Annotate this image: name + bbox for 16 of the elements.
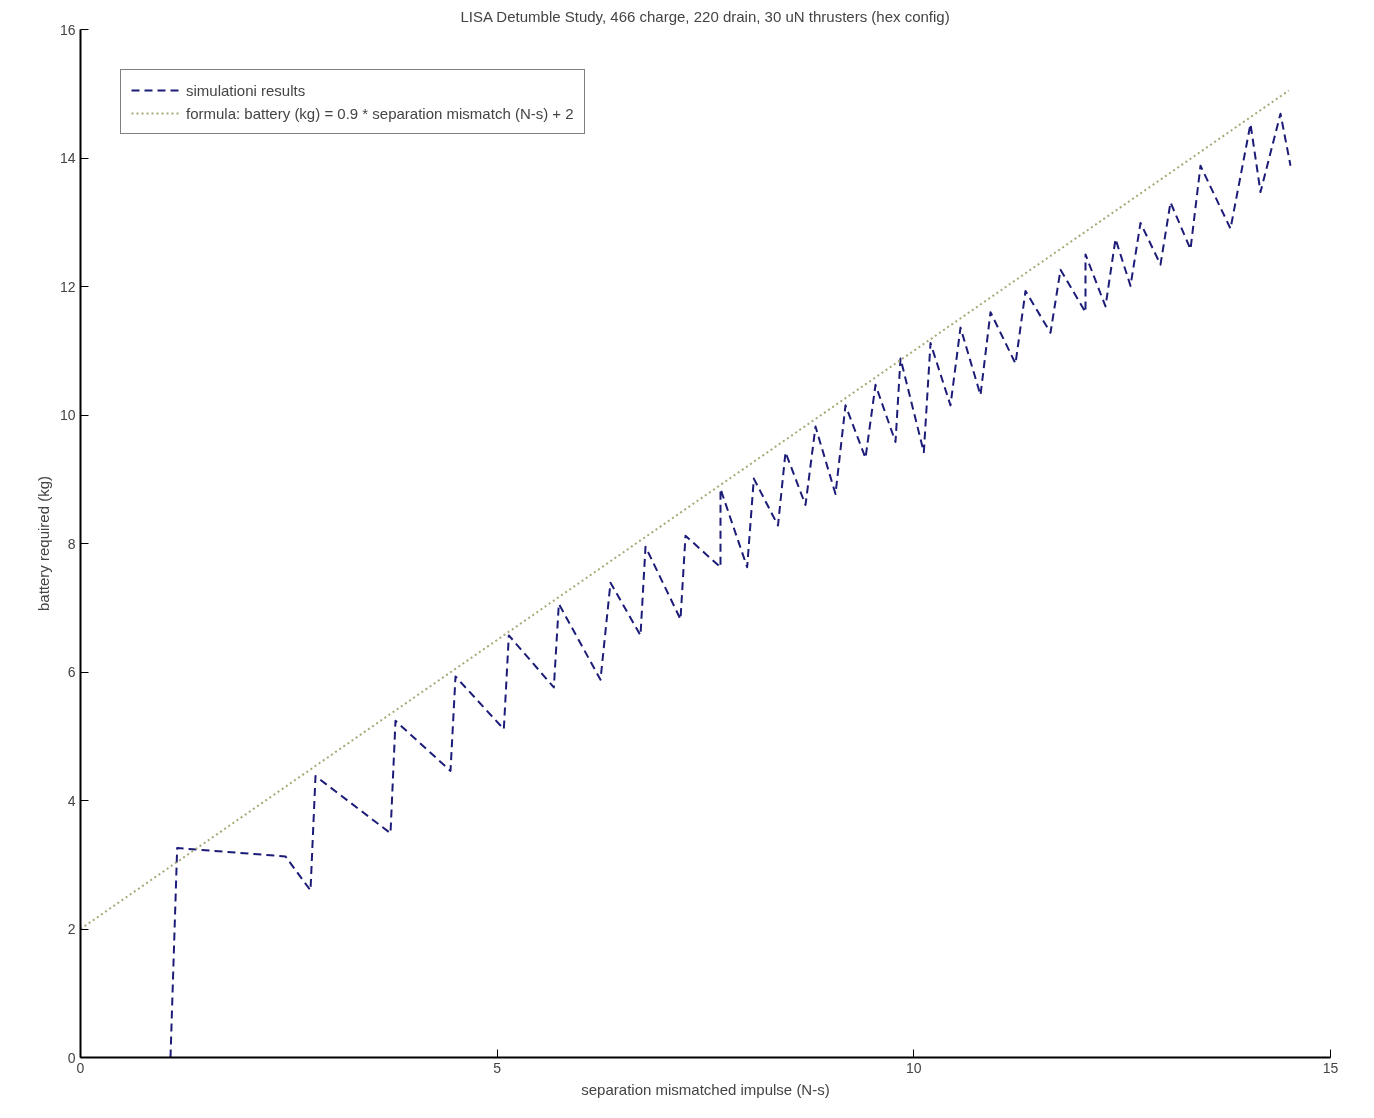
y-tick-label: 10: [59, 407, 76, 423]
y-tick-label: 16: [59, 21, 76, 38]
x-axis-title: separation mismatched impulse (N-s): [581, 1080, 830, 1098]
y-tick-label: 6: [67, 664, 76, 680]
y-tick-label: 4: [67, 792, 76, 809]
y-axis-title: battery required (kg): [34, 475, 52, 612]
legend-label: simulationi results: [186, 81, 306, 99]
x-tick-label: 10: [906, 1059, 922, 1076]
y-tick-label: 8: [67, 535, 76, 552]
y-tick-label: 2: [67, 921, 76, 937]
y-tick-label: 14: [59, 150, 76, 166]
y-tick-label: 12: [59, 278, 76, 295]
x-tick-label: 5: [493, 1059, 502, 1076]
chart-title: LISA Detumble Study, 466 charge, 220 drain, 30 uN thrusters (hex config): [460, 7, 950, 25]
legend-label: formula: battery (kg) = 0.9 * separation mismatch (N-s) + 2: [186, 104, 574, 122]
x-tick-label: 15: [1322, 1059, 1339, 1076]
